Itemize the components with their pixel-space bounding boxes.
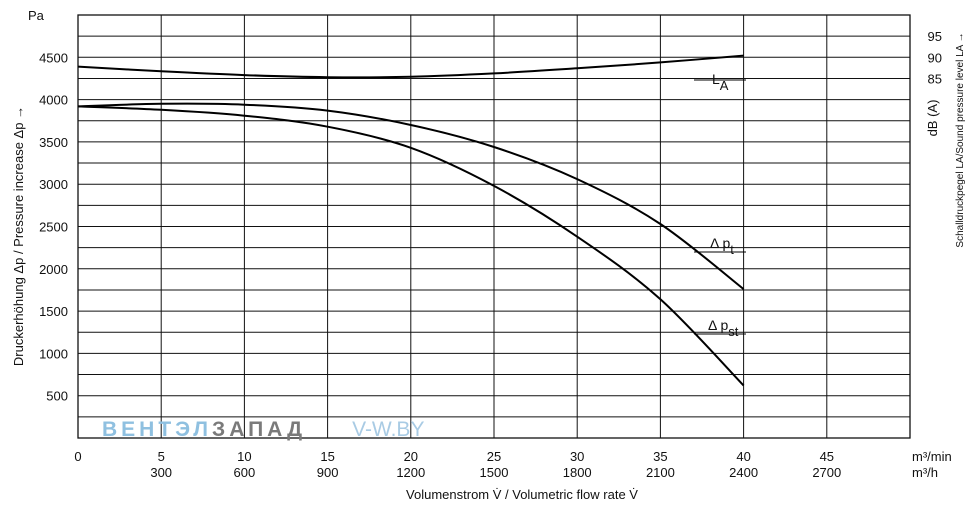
series-label: Δ pst: [708, 317, 739, 339]
y-tick-label: 3000: [39, 177, 68, 192]
grid: [78, 15, 910, 438]
series-label-main: Δ p: [708, 317, 728, 333]
x-tick-label: 35: [653, 449, 667, 464]
y-tick-label: 3500: [39, 135, 68, 150]
series-label-sub: st: [728, 324, 739, 339]
series-label-sub: A: [720, 78, 729, 93]
y-tick-label: 2500: [39, 220, 68, 235]
series-label-main: L: [712, 71, 720, 87]
x-unit-secondary: m³/h: [912, 465, 938, 480]
plot-frame: [77, 14, 911, 439]
x-axis-title: Volumenstrom V̇ / Volumetric flow rate V…: [406, 487, 638, 502]
y2-axis-title: Schalldruckpegel LA/Sound pressure level…: [955, 32, 966, 247]
x-tick-label-secondary: 1800: [563, 465, 592, 480]
y2-tick-label: 90: [928, 50, 942, 65]
x-tick-label: 30: [570, 449, 584, 464]
y-tick-label: 4000: [39, 93, 68, 108]
x-tick-label-secondary: 1200: [396, 465, 425, 480]
y2-unit-label: dB (A): [925, 100, 940, 137]
x-tick-label-secondary: 2700: [812, 465, 841, 480]
series-line-dpst: [77, 105, 745, 387]
y-tick-label: 500: [46, 389, 68, 404]
y-tick-label: 1000: [39, 346, 68, 361]
x-ticks: 0 5 10 15 20 25 30 35 40 45: [74, 449, 834, 464]
x-tick-label: 40: [736, 449, 750, 464]
watermark-part3: V-W.BY: [352, 418, 424, 441]
x-ticks-secondary: 300 600 900 1200 1500 1800 2100 2400 2700: [150, 465, 841, 480]
y-ticks: 500 1000 1500 2000 2500 3000 3500 4000 4500: [39, 50, 68, 403]
y-tick-label: 2000: [39, 262, 68, 277]
series: [77, 54, 745, 387]
x-tick-label-secondary: 2400: [729, 465, 758, 480]
y-tick-label: 4500: [39, 50, 68, 65]
watermark: ВЕНТЭЛЗАПАД V-W.BY: [102, 418, 424, 441]
y-tick-label: 1500: [39, 304, 68, 319]
plot-border: [77, 14, 911, 439]
y2-tick-label: 95: [928, 29, 942, 44]
series-line-dpt: [77, 102, 745, 290]
x-tick-label: 5: [158, 449, 165, 464]
x-tick-label-secondary: 600: [234, 465, 256, 480]
watermark-part1: ВЕНТЭЛ: [102, 418, 212, 441]
y2-ticks: 85 90 95: [928, 29, 942, 86]
x-tick-label-secondary: 2100: [646, 465, 675, 480]
y-axis-title: Druckerhöhung Δp / Pressure increase Δp …: [11, 106, 26, 366]
y2-tick-label: 85: [928, 71, 942, 86]
y-unit-label: Pa: [28, 8, 45, 23]
series-label: LA: [712, 71, 729, 93]
series-labels: LAΔ ptΔ pst: [694, 71, 746, 339]
series-line-la: [77, 54, 744, 79]
x-tick-label: 25: [487, 449, 501, 464]
watermark-part2: ЗАПАД: [212, 418, 306, 441]
x-tick-label-secondary: 300: [150, 465, 172, 480]
x-tick-label: 15: [320, 449, 334, 464]
x-tick-label: 0: [74, 449, 81, 464]
series-label-main: Δ p: [710, 235, 730, 251]
x-tick-label-secondary: 900: [317, 465, 339, 480]
series-label: Δ pt: [710, 235, 734, 257]
series-label-sub: t: [730, 242, 734, 257]
x-unit-primary: m³/min: [912, 449, 952, 464]
x-tick-label: 20: [404, 449, 418, 464]
x-tick-label: 10: [237, 449, 251, 464]
x-tick-label-secondary: 1500: [480, 465, 509, 480]
x-tick-label: 45: [820, 449, 834, 464]
